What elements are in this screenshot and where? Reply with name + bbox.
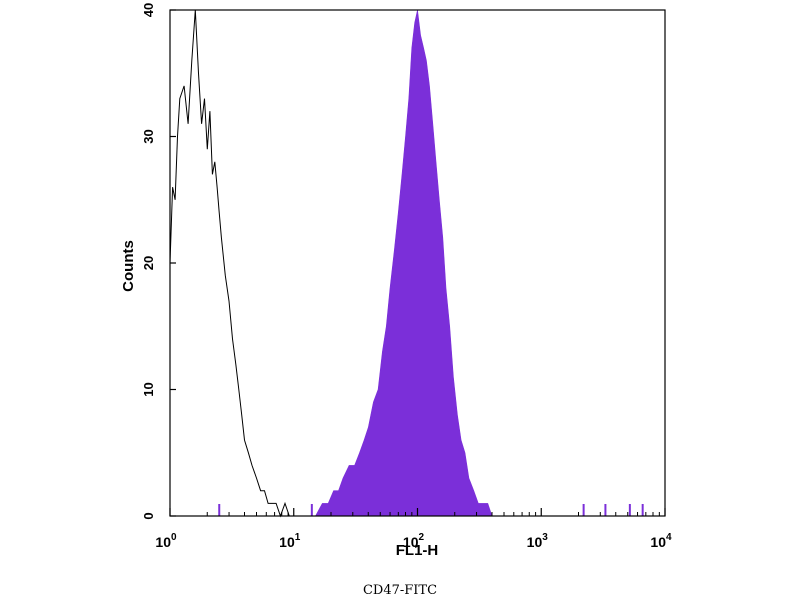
y-axis-title: Counts	[120, 240, 137, 292]
x-tick-label: 102	[403, 532, 425, 550]
axes: 100 101 102 103 104 0 10 20 30 40	[141, 3, 672, 550]
outline-histogram-line	[169, 9, 294, 518]
x-tick-label: 104	[650, 532, 672, 550]
sparse-events	[218, 504, 644, 516]
x-tick-label: 100	[155, 532, 177, 550]
y-tick-label: 10	[141, 382, 156, 396]
y-tick-label: 20	[141, 256, 156, 270]
y-tick-label: 30	[141, 129, 156, 143]
plot-area	[169, 9, 644, 518]
series-0	[169, 9, 294, 518]
x-axis-title: FL1-H	[396, 542, 439, 559]
y-tick-label: 40	[141, 3, 156, 17]
series-1	[314, 9, 493, 517]
x-tick-label: 101	[279, 532, 301, 550]
filled-histogram-area	[314, 9, 493, 517]
y-tick-label: 0	[141, 512, 156, 519]
x-tick-label: 103	[527, 532, 549, 550]
figure-caption: CD47-FITC	[362, 583, 438, 598]
